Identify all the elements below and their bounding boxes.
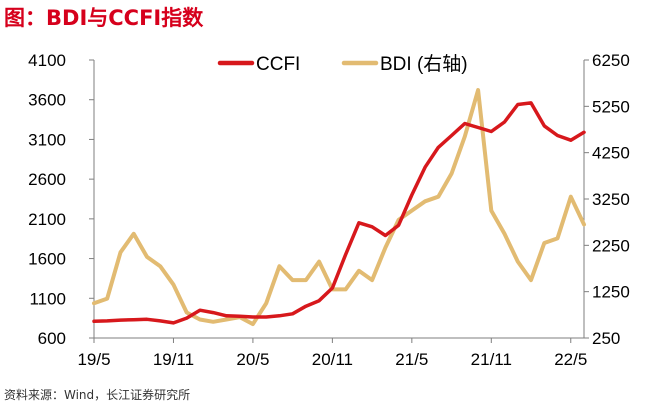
- x-tick-label: 19/11: [153, 350, 194, 369]
- left-y-tick-label: 3100: [28, 130, 66, 149]
- left-y-tick-label: 3600: [28, 91, 66, 110]
- x-tick-label: 21/5: [395, 350, 428, 369]
- bdi-series-line: [92, 88, 586, 327]
- right-y-tick-label: 4250: [592, 144, 630, 163]
- left-y-tick-label: 4100: [28, 51, 66, 70]
- left-y-tick-label: 2100: [28, 210, 66, 229]
- source-note: 资料来源：Wind，长江证券研究所: [4, 388, 191, 402]
- left-y-tick-label: 600: [38, 329, 66, 348]
- right-y-tick-label: 2250: [592, 236, 630, 255]
- ccfi-series-line: [92, 101, 586, 325]
- right-y-tick-label: 6250: [592, 51, 630, 70]
- x-tick-label: 20/11: [312, 350, 353, 369]
- x-tick-label: 20/5: [236, 350, 269, 369]
- ccfi-legend-label: CCFI: [256, 54, 300, 75]
- left-y-tick-label: 2600: [28, 170, 66, 189]
- x-tick-label: 22/5: [554, 350, 587, 369]
- right-y-tick-label: 3250: [592, 190, 630, 209]
- left-y-tick-label: 1600: [28, 250, 66, 269]
- left-y-tick-label: 1100: [29, 289, 66, 308]
- figure-title: 图：BDI与CCFI指数: [4, 6, 204, 30]
- right-y-tick-label: 250: [592, 329, 620, 348]
- right-y-tick-label: 1250: [592, 283, 630, 302]
- x-tick-label: 19/5: [77, 350, 110, 369]
- bdi-legend-label: BDI (右轴): [380, 53, 468, 75]
- x-tick-label: 21/11: [471, 350, 512, 369]
- right-y-tick-label: 5250: [592, 97, 630, 116]
